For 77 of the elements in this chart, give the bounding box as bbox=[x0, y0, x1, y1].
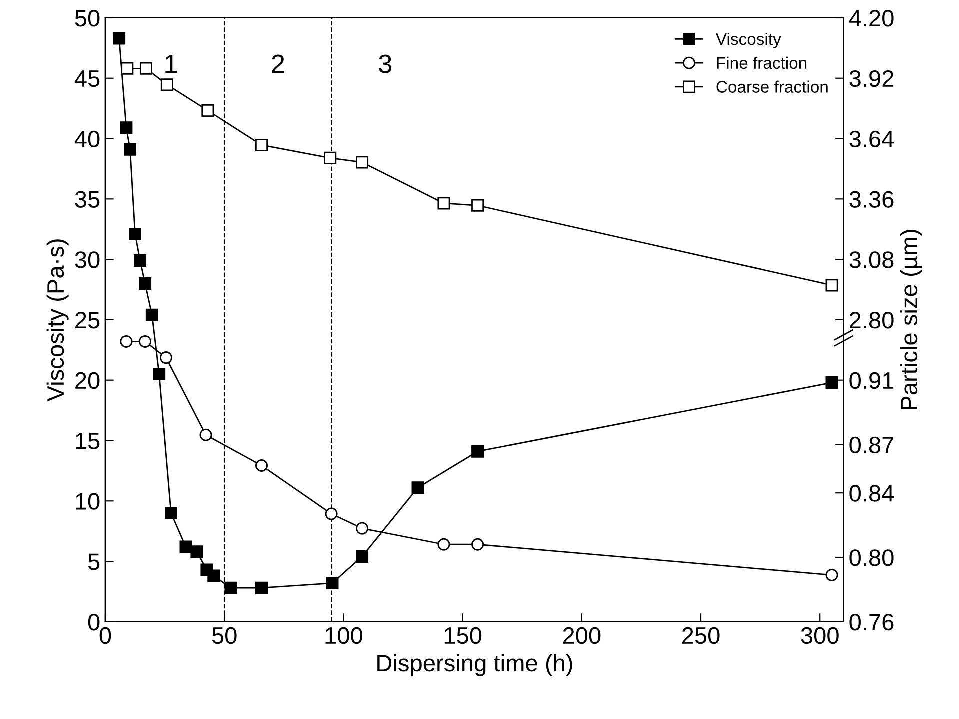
point bbox=[472, 445, 484, 458]
point bbox=[412, 482, 424, 494]
y3-tick-label: 3.92 bbox=[850, 70, 894, 88]
y-axis-title: Viscosity (Pa·s) bbox=[46, 240, 69, 402]
point bbox=[356, 550, 369, 563]
point bbox=[153, 368, 166, 381]
point bbox=[124, 143, 137, 156]
x-tick-label: 150 bbox=[444, 627, 482, 644]
y3-tick-label: 4.20 bbox=[849, 10, 894, 27]
y2-axis-title: Particle size (µm) bbox=[900, 230, 922, 410]
y-tick-label: 25 bbox=[76, 312, 100, 329]
point bbox=[139, 335, 152, 348]
point bbox=[356, 522, 369, 535]
x-tick-label: 250 bbox=[682, 627, 720, 644]
y-tick-label: 5 bbox=[88, 554, 100, 570]
y2-tick-label: 0.91 bbox=[850, 372, 894, 390]
y2-tick-label: 0.80 bbox=[850, 550, 894, 566]
point bbox=[140, 62, 152, 75]
x-tick-label: 300 bbox=[801, 627, 839, 644]
point bbox=[200, 428, 212, 442]
point bbox=[826, 279, 838, 292]
y2-tick-label: 0.76 bbox=[850, 614, 894, 631]
y-tick-label: 40 bbox=[74, 130, 100, 148]
y-tick-label: 50 bbox=[75, 10, 100, 27]
point bbox=[146, 308, 158, 322]
y3-tick-label: 2.80 bbox=[850, 312, 894, 329]
point bbox=[160, 78, 174, 92]
point bbox=[256, 459, 268, 472]
y-tick-label: 45 bbox=[74, 70, 100, 88]
point bbox=[129, 228, 142, 240]
point bbox=[256, 582, 268, 594]
point bbox=[190, 546, 204, 558]
x-tick-label: 0 bbox=[100, 627, 112, 644]
point bbox=[134, 254, 147, 268]
point bbox=[826, 568, 838, 582]
x-tick-label: 100 bbox=[326, 627, 362, 644]
y3-tick-label: 3.36 bbox=[850, 191, 894, 208]
x-axis-title: Dispersing time (h) bbox=[378, 654, 572, 676]
point bbox=[208, 570, 220, 582]
point bbox=[160, 352, 172, 364]
y-tick-label: 0 bbox=[88, 614, 100, 631]
y-tick-label: 10 bbox=[76, 493, 100, 510]
point bbox=[121, 62, 134, 75]
y-tick-label: 35 bbox=[75, 191, 100, 208]
annotation: 3 bbox=[379, 54, 392, 74]
point bbox=[120, 335, 133, 348]
legend-label: Coarse fraction bbox=[716, 80, 828, 93]
y3-tick-label: 3.08 bbox=[850, 252, 894, 268]
legend-label: Fine fraction bbox=[717, 56, 807, 70]
point bbox=[472, 538, 484, 551]
point bbox=[826, 376, 838, 390]
point bbox=[180, 540, 192, 554]
x-tick-label: 200 bbox=[563, 627, 601, 644]
point bbox=[325, 508, 338, 520]
point bbox=[120, 122, 133, 134]
point bbox=[202, 104, 214, 117]
point bbox=[472, 199, 484, 212]
annotation: 1 bbox=[166, 54, 178, 74]
legend-label: Viscosity bbox=[716, 32, 782, 49]
y3-tick-label: 3.64 bbox=[850, 130, 894, 148]
point bbox=[224, 582, 238, 594]
point bbox=[164, 506, 178, 520]
point bbox=[438, 538, 450, 551]
y-tick-label: 15 bbox=[76, 433, 100, 450]
point bbox=[324, 152, 337, 164]
y-tick-label: 20 bbox=[76, 372, 100, 390]
y-tick-label: 30 bbox=[75, 252, 100, 268]
y2-tick-label: 0.84 bbox=[850, 485, 894, 502]
point bbox=[356, 156, 369, 169]
point bbox=[113, 32, 126, 45]
point bbox=[256, 138, 268, 152]
x-tick-label: 50 bbox=[212, 627, 237, 644]
point bbox=[139, 277, 152, 290]
annotation: 2 bbox=[272, 54, 284, 74]
point bbox=[438, 197, 450, 210]
y2-tick-label: 0.87 bbox=[850, 436, 894, 454]
point bbox=[326, 577, 339, 590]
